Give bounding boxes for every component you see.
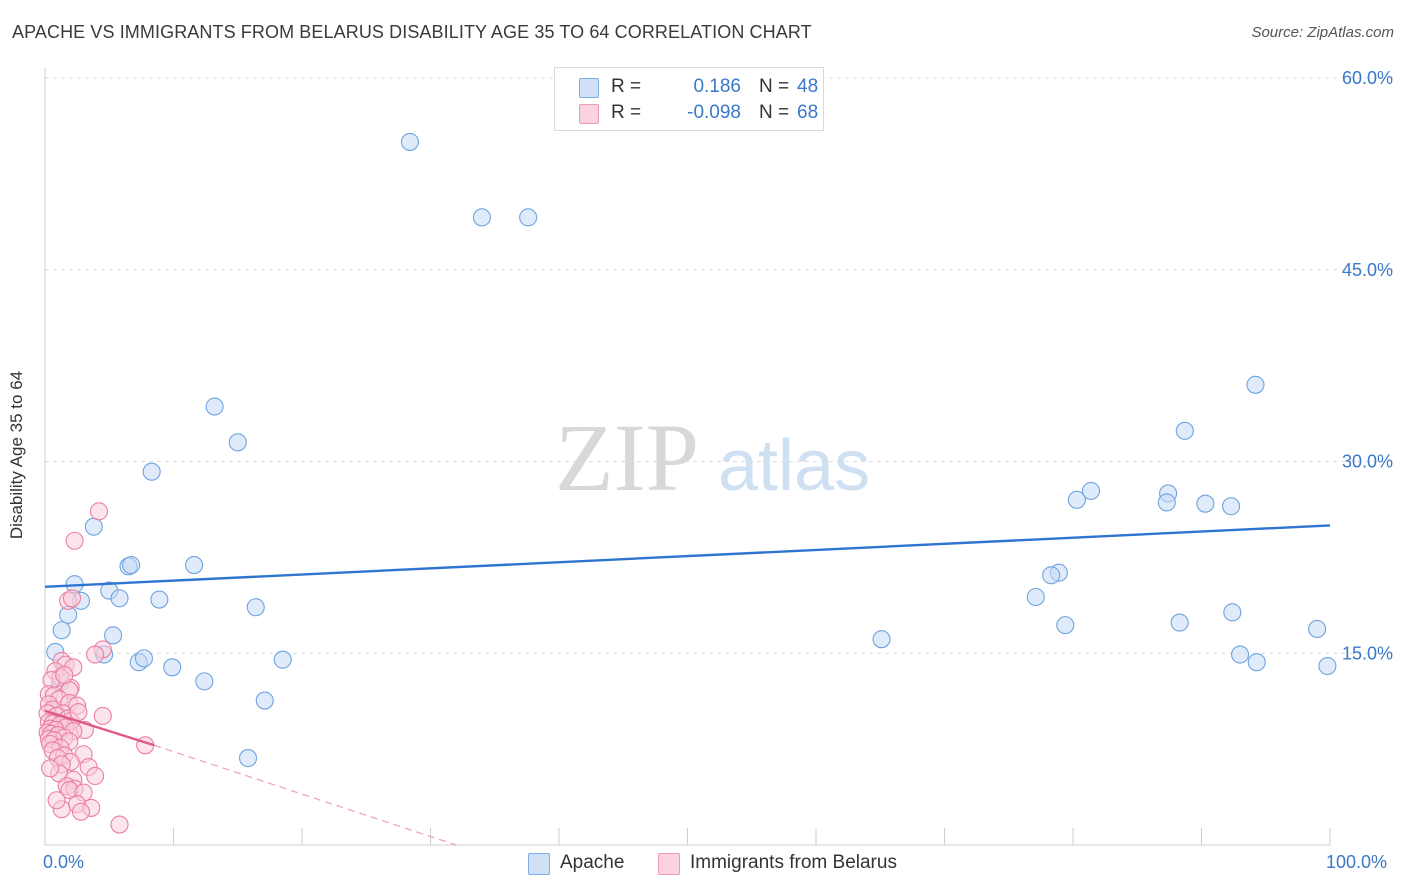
point-apache	[122, 555, 141, 575]
point-apache	[1081, 481, 1101, 500]
point-belarus	[71, 802, 91, 821]
point-apache	[1318, 656, 1337, 676]
point-apache	[134, 649, 153, 668]
point-belarus	[86, 766, 105, 786]
point-apache	[246, 598, 265, 617]
point-apache	[228, 433, 247, 452]
legend-r-label: R =	[611, 102, 642, 123]
y-axis-label: Disability Age 35 to 64	[7, 370, 26, 540]
point-apache	[163, 658, 182, 677]
trend-extension-belarus	[154, 744, 457, 846]
legend-label-belarus: Immigrants from Belarus	[690, 852, 897, 873]
point-apache	[195, 672, 214, 691]
correlation-legend: R = 0.186 N = 48 R = -0.098 N = 68	[554, 67, 824, 131]
point-apache	[1067, 490, 1086, 509]
x-tick-label-min: 0.0%	[43, 852, 85, 872]
point-belarus	[93, 706, 112, 725]
point-apache	[400, 132, 419, 151]
point-apache	[472, 208, 491, 227]
point-apache	[142, 462, 161, 481]
legend-r-value: 0.186	[693, 76, 741, 97]
point-apache	[1308, 619, 1327, 639]
y-tick-label: 15.0%	[1342, 643, 1393, 663]
legend-n-label: N =	[759, 76, 790, 97]
point-belarus	[69, 703, 88, 722]
y-tick-label: 30.0%	[1342, 452, 1393, 472]
x-tick-label-max: 100.0%	[1326, 852, 1388, 872]
point-apache	[1247, 653, 1266, 672]
legend-swatch-belarus	[658, 853, 680, 875]
legend-swatch-apache	[528, 853, 550, 875]
legend-r-value: -0.098	[687, 102, 741, 123]
point-belarus	[55, 665, 74, 685]
legend-n-value: 48	[797, 76, 819, 97]
point-apache	[1223, 603, 1242, 622]
legend-r-label: R =	[611, 76, 642, 97]
point-apache	[205, 397, 224, 416]
point-apache	[1222, 497, 1241, 516]
point-belarus	[62, 589, 82, 608]
point-apache	[84, 517, 103, 536]
point-belarus	[110, 815, 129, 834]
point-apache	[1157, 493, 1176, 512]
point-apache	[1196, 494, 1215, 513]
legend-label-apache: Apache	[560, 852, 625, 873]
point-apache	[1231, 645, 1250, 664]
chart-title: APACHE VS IMMIGRANTS FROM BELARUS DISABI…	[12, 22, 812, 42]
trend-line-apache	[44, 524, 1331, 588]
point-apache	[150, 590, 169, 609]
point-belarus	[47, 791, 66, 810]
point-apache	[1246, 375, 1265, 394]
legend-n-value: 68	[797, 102, 819, 123]
point-belarus	[86, 645, 105, 664]
point-belarus	[65, 531, 84, 550]
trend-line-belarus	[44, 709, 155, 747]
point-belarus	[41, 759, 60, 778]
point-apache	[1056, 616, 1075, 635]
point-apache	[1026, 587, 1045, 607]
point-apache	[185, 555, 204, 575]
y-tick-label: 45.0%	[1342, 260, 1393, 280]
point-apache	[1042, 566, 1061, 585]
point-apache	[519, 208, 538, 227]
watermark-atlas: atlas	[718, 426, 870, 506]
legend-n-label: N =	[759, 102, 790, 123]
point-apache	[52, 621, 71, 640]
point-apache	[104, 626, 123, 645]
point-apache	[238, 749, 258, 768]
watermark-zip: ZIP	[555, 404, 699, 511]
point-apache	[273, 650, 292, 669]
legend-swatch-belarus	[579, 104, 599, 124]
point-apache	[1175, 421, 1194, 440]
source-label: Source: ZipAtlas.com	[1251, 24, 1394, 41]
point-apache	[255, 691, 274, 710]
legend-swatch-apache	[579, 78, 599, 98]
point-apache	[1170, 613, 1189, 632]
point-belarus	[89, 502, 109, 521]
point-apache	[872, 630, 891, 649]
y-tick-label: 60.0%	[1342, 68, 1393, 88]
point-apache	[110, 589, 129, 608]
